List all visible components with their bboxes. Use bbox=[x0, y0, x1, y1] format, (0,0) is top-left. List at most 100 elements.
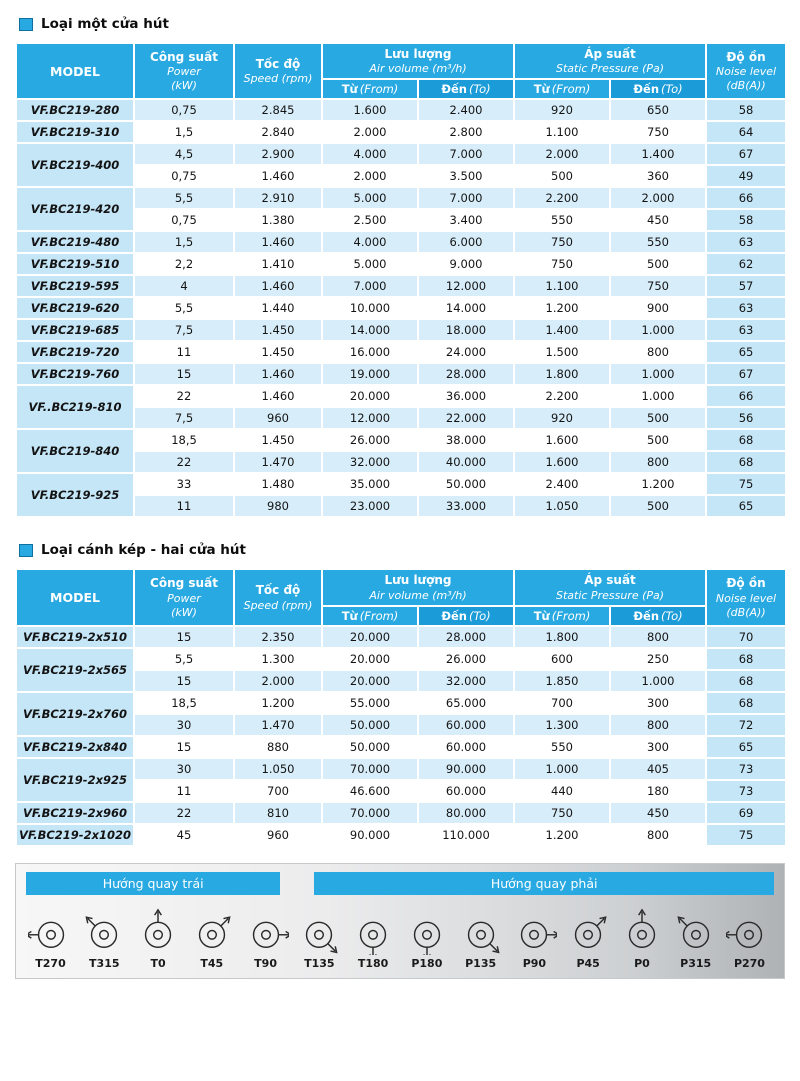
noise-cell: 58 bbox=[705, 208, 788, 233]
speed-cell: 1.450 bbox=[233, 428, 323, 453]
rotation-headers: Hướng quay trái Hướng quay phải bbox=[26, 871, 774, 895]
header-power-unit: (kW) bbox=[171, 79, 197, 93]
header-pressure-en: Static Pressure (Pa) bbox=[555, 62, 665, 76]
fan-orientation-t90: T90 bbox=[239, 905, 292, 970]
airvolume-to-cell: 65.000 bbox=[416, 690, 516, 715]
subheader-from-en: (From) bbox=[551, 82, 591, 97]
pressure-from-cell: 1.200 bbox=[513, 296, 612, 321]
header-power-unit: (kW) bbox=[171, 605, 197, 619]
fan-orientation-label: T45 bbox=[200, 956, 224, 970]
pressure-from-cell: 750 bbox=[513, 230, 612, 255]
airvolume-from-cell: 70.000 bbox=[321, 800, 419, 825]
speed-cell: 810 bbox=[233, 800, 323, 825]
airvolume-from-cell: 23.000 bbox=[321, 494, 419, 519]
model-cell: VF.BC219-620 bbox=[15, 296, 135, 321]
speed-cell: 2.000 bbox=[233, 668, 323, 693]
pressure-to-cell: 650 bbox=[609, 98, 708, 123]
pressure-to-cell: 800 bbox=[609, 340, 708, 365]
fan-orientation-label: P0 bbox=[634, 956, 650, 970]
fan-orientation-p45: P45 bbox=[562, 905, 615, 970]
speed-cell: 2.350 bbox=[233, 624, 323, 649]
noise-cell: 65 bbox=[705, 340, 788, 365]
catalog-page: Loại một cửa hút MODEL Công suất Power (… bbox=[15, 16, 788, 979]
model-cell: VF.BC219-720 bbox=[15, 340, 135, 365]
airvolume-to-cell: 22.000 bbox=[416, 406, 516, 431]
airvolume-from-cell: 32.000 bbox=[321, 450, 419, 475]
airvolume-to-cell: 6.000 bbox=[416, 230, 516, 255]
table-row: VF.BC219-2x925 30 1.050 70.000 90.000 1.000 40… bbox=[15, 756, 788, 803]
subheader-to-en: (To) bbox=[469, 608, 491, 623]
noise-cell: 58 bbox=[705, 98, 788, 123]
airvolume-to-cell: 90.000 bbox=[416, 756, 516, 781]
airvolume-from-cell: 14.000 bbox=[321, 318, 419, 343]
subheader-air-from: Từ (From) bbox=[321, 604, 419, 627]
model-cell: VF.BC219-480 bbox=[15, 230, 135, 255]
noise-cell: 57 bbox=[705, 274, 788, 299]
table-row: VF.BC219-420 5,5 2.910 5.000 7.000 2.200 2.000… bbox=[15, 186, 788, 233]
pressure-to-cell: 550 bbox=[609, 230, 708, 255]
airvolume-to-cell: 9.000 bbox=[416, 252, 516, 277]
pressure-to-cell: 300 bbox=[609, 734, 708, 759]
pressure-from-cell: 1.300 bbox=[513, 712, 612, 737]
pressure-from-cell: 1.200 bbox=[513, 822, 612, 847]
subheader-from-en: (From) bbox=[359, 608, 399, 623]
model-cell: VF.BC219-925 bbox=[15, 472, 135, 519]
power-cell: 0,75 bbox=[133, 208, 235, 233]
pressure-from-cell: 2.000 bbox=[513, 142, 612, 167]
speed-cell: 1.450 bbox=[233, 340, 323, 365]
pressure-to-cell: 800 bbox=[609, 450, 708, 475]
airvolume-from-cell: 2.000 bbox=[321, 120, 419, 145]
airvolume-to-cell: 110.000 bbox=[416, 822, 516, 847]
airvolume-to-cell: 24.000 bbox=[416, 340, 516, 365]
pressure-to-cell: 750 bbox=[609, 120, 708, 145]
model-cell: VF.BC219-2x510 bbox=[15, 624, 135, 649]
airvolume-to-cell: 18.000 bbox=[416, 318, 516, 343]
header-power-en: Power bbox=[167, 591, 201, 605]
table-row: 0,75 1.380 2.500 3.400 550 450 58 bbox=[16, 208, 788, 233]
table-row: VF.BC219-2x510 15 2.350 20.000 28.000 1.800 80… bbox=[15, 624, 788, 649]
pressure-to-cell: 900 bbox=[609, 296, 708, 321]
table-row: VF.BC219-2x840 15 880 50.000 60.000 550 300 65 bbox=[15, 734, 788, 759]
subheader-to-vn: Đến bbox=[633, 82, 660, 97]
speed-cell: 1.050 bbox=[233, 756, 323, 781]
power-cell: 5,5 bbox=[133, 186, 235, 211]
fan-orientation-label: T270 bbox=[35, 956, 66, 970]
noise-cell: 75 bbox=[705, 822, 788, 847]
pressure-from-cell: 2.400 bbox=[513, 472, 612, 497]
noise-cell: 73 bbox=[705, 756, 788, 781]
noise-cell: 66 bbox=[705, 384, 788, 409]
pressure-from-cell: 1.600 bbox=[513, 428, 612, 453]
airvolume-to-cell: 7.000 bbox=[416, 186, 516, 211]
subheader-air-to: Đến (To) bbox=[416, 78, 516, 101]
fan-orientation-label: P270 bbox=[733, 956, 765, 970]
noise-cell: 63 bbox=[705, 230, 788, 255]
pressure-to-cell: 450 bbox=[609, 800, 708, 825]
airvolume-from-cell: 10.000 bbox=[321, 296, 419, 321]
single-inlet-spec-table: MODEL Công suất Power (kW) Tốc độ Speed … bbox=[15, 41, 788, 519]
subheader-air-to: Đến (To) bbox=[416, 604, 516, 627]
header-noise-vn: Độ ồn bbox=[726, 49, 766, 64]
section-title-text: Loại một cửa hút bbox=[41, 16, 169, 32]
fan-orientation-label: P45 bbox=[576, 956, 600, 970]
subheader-to-vn: Đến bbox=[441, 82, 467, 97]
pressure-to-cell: 500 bbox=[609, 406, 708, 431]
fan-volute-icon bbox=[27, 921, 64, 948]
airvolume-from-cell: 55.000 bbox=[321, 690, 419, 715]
pressure-from-cell: 550 bbox=[513, 208, 612, 233]
subheader-to-en: (To) bbox=[661, 82, 683, 97]
model-cell: VF.BC219-280 bbox=[15, 98, 135, 123]
power-cell: 30 bbox=[133, 712, 235, 737]
table-row: VF.BC219-620 5,5 1.440 10.000 14.000 1.200 900… bbox=[15, 296, 788, 321]
airvolume-from-cell: 70.000 bbox=[321, 756, 419, 781]
noise-cell: 68 bbox=[705, 646, 788, 671]
header-air-vn: Lưu lượng bbox=[384, 47, 452, 61]
table-row: VF.BC219-685 7,5 1.450 14.000 18.000 1.400 1.0… bbox=[15, 318, 788, 343]
airvolume-to-cell: 60.000 bbox=[416, 778, 516, 803]
speed-cell: 1.470 bbox=[233, 712, 323, 737]
single-inlet-table-body: VF.BC219-280 0,75 2.845 1.600 2.400 920 650 58 V… bbox=[15, 98, 788, 519]
power-cell: 2,2 bbox=[133, 252, 235, 277]
airvolume-to-cell: 2.400 bbox=[416, 98, 516, 123]
header-speed-vn: Tốc độ bbox=[255, 583, 301, 598]
airvolume-from-cell: 20.000 bbox=[321, 384, 419, 409]
noise-cell: 65 bbox=[705, 494, 788, 519]
